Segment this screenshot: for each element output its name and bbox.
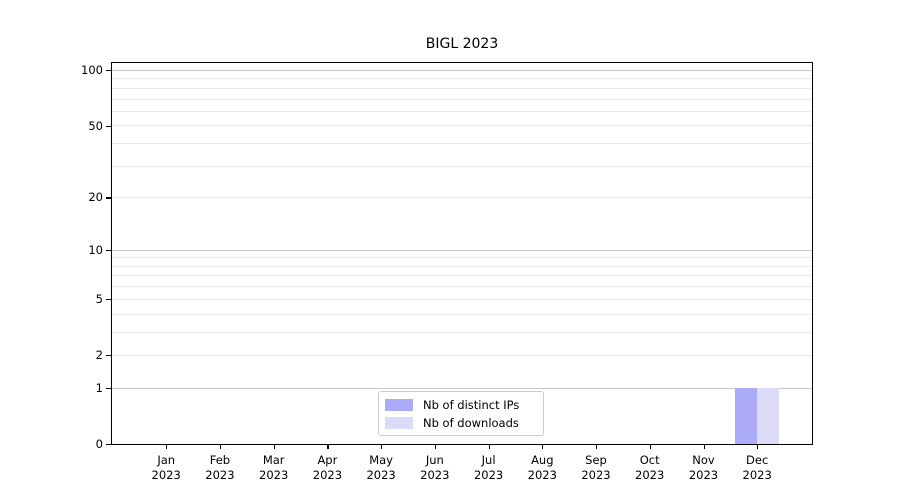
x-tick-label-sep: Sep 2023 bbox=[581, 453, 611, 482]
x-tick-mark-jul bbox=[488, 444, 490, 450]
y-tick-mark-100 bbox=[106, 70, 111, 72]
y-tick-label-2: 2 bbox=[95, 348, 103, 363]
gridline-y-3 bbox=[112, 331, 812, 333]
gridline-y-7 bbox=[112, 275, 812, 277]
gridline-y-9 bbox=[112, 257, 812, 259]
x-tick-mark-dec bbox=[757, 444, 759, 450]
x-tick-mark-mar bbox=[273, 444, 275, 450]
x-tick-label-jun: Jun 2023 bbox=[420, 453, 450, 482]
x-tick-label-mar: Mar 2023 bbox=[259, 453, 289, 482]
x-tick-label-may: May 2023 bbox=[366, 453, 396, 482]
y-tick-label-100: 100 bbox=[81, 63, 103, 78]
y-tick-mark-10 bbox=[106, 249, 111, 251]
x-tick-mark-sep bbox=[596, 444, 598, 450]
plot-area: Nb of distinct IPs Nb of downloads bbox=[111, 62, 813, 445]
gridline-y-90 bbox=[112, 78, 812, 80]
y-tick-label-50: 50 bbox=[88, 118, 103, 133]
y-tick-mark-0 bbox=[106, 444, 111, 446]
y-tick-mark-20 bbox=[106, 197, 111, 199]
gridline-y-8 bbox=[112, 265, 812, 267]
gridline-y-30 bbox=[112, 165, 812, 167]
y-tick-mark-50 bbox=[106, 125, 111, 127]
chart-title: BIGL 2023 bbox=[425, 36, 499, 52]
legend-swatch-distinct-ips-icon bbox=[385, 399, 413, 411]
legend-item-distinct-ips: Nb of distinct IPs bbox=[385, 397, 535, 413]
x-tick-mark-jan bbox=[166, 444, 168, 450]
x-tick-mark-may bbox=[381, 444, 383, 450]
legend-item-downloads: Nb of downloads bbox=[385, 415, 535, 431]
y-tick-mark-5 bbox=[106, 299, 111, 301]
bar-nb-of-distinct-ips-dec bbox=[735, 387, 757, 444]
x-tick-mark-nov bbox=[703, 444, 705, 450]
gridline-y-4 bbox=[112, 313, 812, 315]
legend-label-distinct-ips: Nb of distinct IPs bbox=[423, 398, 520, 412]
x-tick-label-dec: Dec 2023 bbox=[742, 453, 772, 482]
y-tick-mark-2 bbox=[106, 355, 111, 357]
legend-swatch-downloads-icon bbox=[385, 417, 413, 429]
x-tick-label-nov: Nov 2023 bbox=[688, 453, 719, 482]
gridline-y-70 bbox=[112, 98, 812, 100]
gridline-y-1 bbox=[112, 387, 812, 389]
gridline-y-6 bbox=[112, 286, 812, 288]
y-tick-label-20: 20 bbox=[88, 190, 103, 205]
x-tick-label-apr: Apr 2023 bbox=[312, 453, 343, 482]
gridline-y-50 bbox=[112, 125, 812, 127]
y-tick-label-1: 1 bbox=[95, 381, 103, 395]
gridline-y-100 bbox=[112, 69, 812, 71]
x-tick-label-aug: Aug 2023 bbox=[527, 453, 557, 482]
x-tick-mark-feb bbox=[219, 444, 222, 450]
bar-nb-of-downloads-dec bbox=[757, 387, 779, 444]
gridline-y-5 bbox=[112, 298, 812, 300]
y-tick-label-0: 0 bbox=[95, 437, 103, 452]
gridline-y-20 bbox=[112, 197, 812, 199]
x-tick-label-jan: Jan 2023 bbox=[151, 453, 181, 482]
x-tick-mark-apr bbox=[327, 444, 329, 450]
x-tick-label-feb: Feb 2023 bbox=[205, 453, 235, 482]
y-tick-label-5: 5 bbox=[95, 292, 103, 306]
legend-label-downloads: Nb of downloads bbox=[423, 416, 519, 430]
y-tick-label-10: 10 bbox=[88, 242, 103, 257]
gridline-y-40 bbox=[112, 143, 812, 144]
x-tick-mark-jun bbox=[434, 444, 436, 450]
x-tick-mark-aug bbox=[542, 444, 544, 450]
legend: Nb of distinct IPs Nb of downloads bbox=[378, 391, 544, 436]
gridline-y-80 bbox=[112, 87, 812, 89]
x-tick-mark-oct bbox=[649, 444, 651, 450]
x-tick-label-oct: Oct 2023 bbox=[635, 453, 665, 482]
gridline-y-2 bbox=[112, 355, 812, 356]
x-tick-label-jul: Jul 2023 bbox=[473, 453, 504, 482]
gridline-y-60 bbox=[112, 110, 812, 112]
y-tick-mark-1 bbox=[106, 388, 111, 390]
gridline-y-10 bbox=[112, 249, 812, 251]
